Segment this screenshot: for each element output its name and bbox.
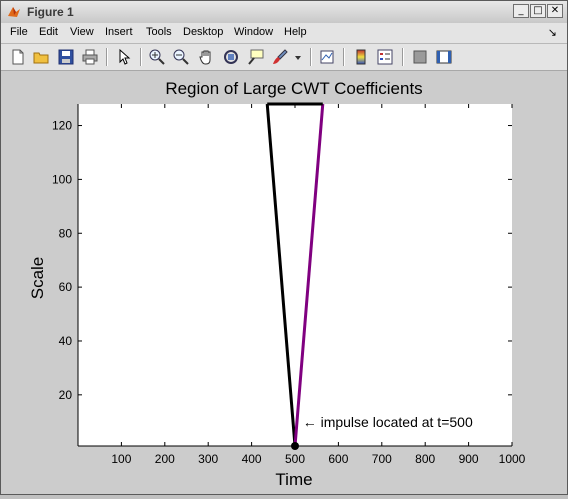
x-tick-label: 800	[415, 452, 435, 466]
menu-view[interactable]: View	[70, 26, 94, 38]
x-tick-label: 400	[242, 452, 262, 466]
edit-plot-arrow-icon[interactable]	[115, 48, 133, 66]
link-plot-icon[interactable]	[318, 48, 336, 66]
new-figure-icon[interactable]	[9, 48, 27, 66]
x-axis-label: Time	[275, 470, 312, 489]
x-tick-label: 100	[111, 452, 131, 466]
brush-dropdown-icon[interactable]	[293, 48, 303, 66]
save-icon[interactable]	[57, 48, 75, 66]
matlab-logo-icon	[8, 7, 20, 17]
menu-desktop[interactable]: Desktop	[183, 26, 224, 38]
menu-window[interactable]: Window	[234, 26, 274, 38]
menu-help[interactable]: Help	[284, 26, 307, 38]
x-tick-label: 500	[285, 452, 305, 466]
show-plot-tools-icon[interactable]	[435, 48, 453, 66]
x-tick-label: 700	[372, 452, 392, 466]
cwt-chart[interactable]: Region of Large CWT Coefficients 100 200 3…	[1, 71, 567, 494]
zoom-in-icon[interactable]	[148, 48, 166, 66]
data-cursor-icon[interactable]	[247, 48, 265, 66]
x-tick-label: 300	[198, 452, 218, 466]
brush-icon[interactable]	[271, 48, 289, 66]
dock-arrow-icon[interactable]: ↘	[547, 27, 557, 39]
pan-hand-icon[interactable]	[197, 48, 215, 66]
rotate-3d-icon[interactable]	[222, 48, 240, 66]
maximize-button[interactable]: □	[530, 4, 546, 18]
y-tick-label: 20	[59, 388, 73, 402]
window-title: Figure 1	[27, 5, 74, 19]
close-button[interactable]: ✕	[547, 4, 563, 18]
chart-title: Region of Large CWT Coefficients	[165, 79, 422, 98]
cwt-boundary-line	[265, 103, 297, 447]
minimize-button[interactable]: _	[513, 4, 529, 18]
figure-canvas: Region of Large CWT Coefficients 100 200 3…	[1, 71, 567, 494]
toolbar-separator	[402, 48, 404, 66]
print-icon[interactable]	[81, 48, 99, 66]
y-axis-label: Scale	[28, 257, 47, 300]
x-tick-label: 200	[155, 452, 175, 466]
menu-file[interactable]: File	[10, 26, 28, 38]
x-tick-label: 900	[459, 452, 479, 466]
menu-edit[interactable]: Edit	[39, 26, 58, 38]
menu-insert[interactable]: Insert	[105, 26, 133, 38]
impulse-marker	[291, 442, 299, 450]
toolbar-separator	[140, 48, 142, 66]
x-tick-label: 600	[328, 452, 348, 466]
zoom-out-icon[interactable]	[172, 48, 190, 66]
title-bar[interactable]: Figure 1 _ □ ✕	[1, 1, 567, 24]
y-tick-label: 120	[52, 119, 72, 133]
open-file-icon[interactable]	[32, 48, 50, 66]
insert-legend-icon[interactable]	[376, 48, 394, 66]
cwt-boundary-line	[293, 103, 325, 447]
menu-bar: File Edit View Insert Tools Desktop Wind…	[1, 23, 567, 44]
insert-colorbar-icon[interactable]	[352, 48, 370, 66]
figure-toolbar	[1, 44, 567, 71]
toolbar-separator	[106, 48, 108, 66]
y-tick-label: 60	[59, 280, 73, 294]
y-tick-label: 100	[52, 172, 72, 186]
impulse-annotation: ← impulse located at t=500	[303, 414, 473, 430]
toolbar-separator	[343, 48, 345, 66]
x-tick-label: 1000	[499, 452, 526, 466]
y-tick-label: 80	[59, 226, 73, 240]
menu-tools[interactable]: Tools	[146, 26, 172, 38]
y-tick-label: 40	[59, 334, 73, 348]
hide-plot-tools-icon[interactable]	[411, 48, 429, 66]
toolbar-separator	[310, 48, 312, 66]
plot-area[interactable]	[78, 104, 512, 446]
